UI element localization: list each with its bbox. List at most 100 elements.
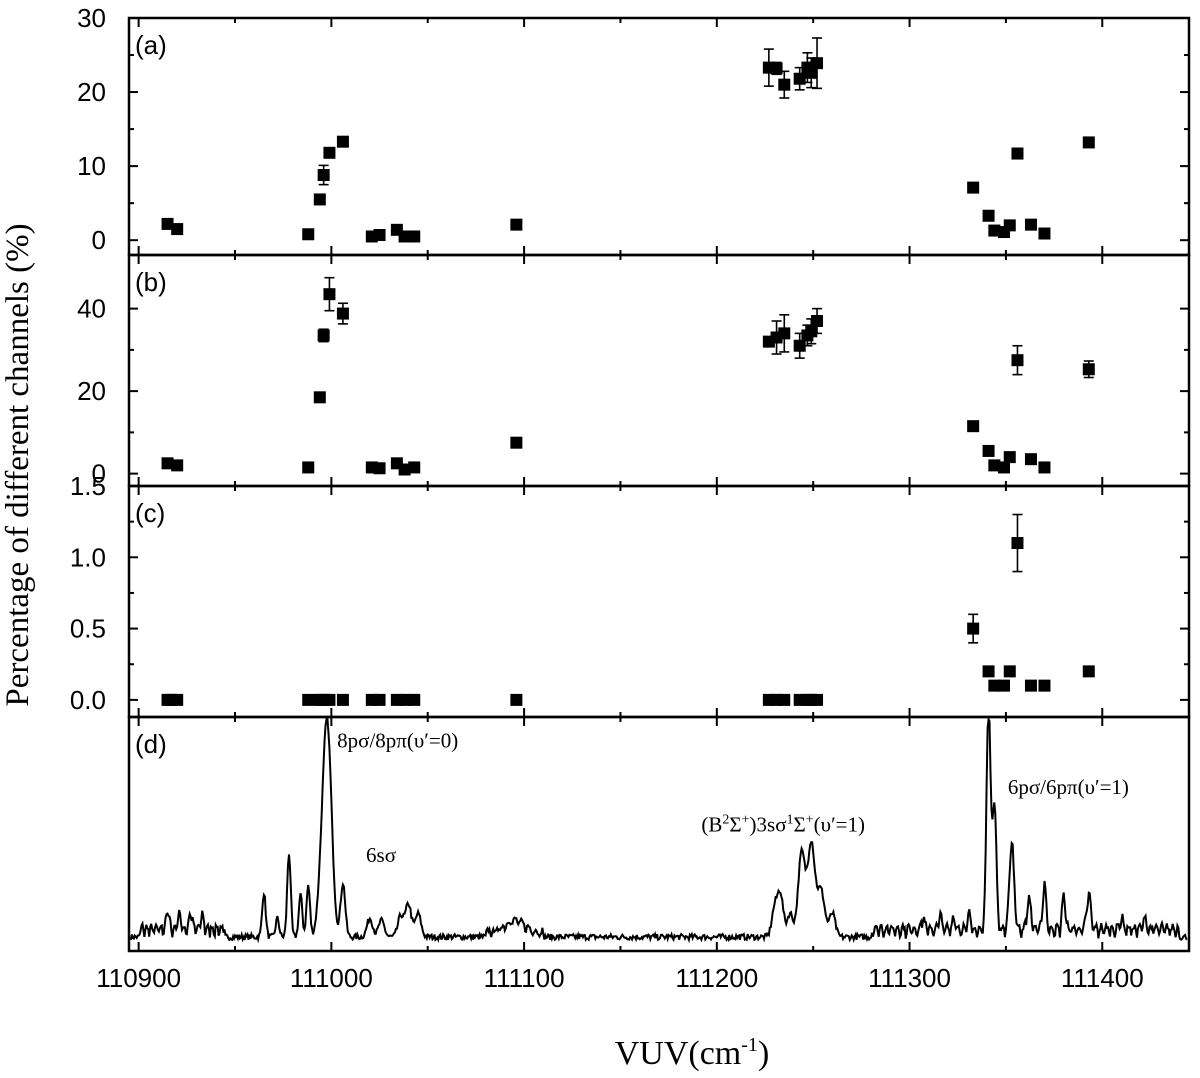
y-tick-label: 20 [77,77,106,107]
data-point [510,693,523,706]
data-point [373,693,386,706]
data-point [811,315,824,327]
data-point [982,444,995,457]
x-tick-label: 110900 [96,963,181,993]
data-point [398,693,411,706]
data-point [778,78,791,91]
data-point [1003,665,1016,678]
y-axis-label: Percentage of different channels (%) [0,223,36,706]
data-point [805,325,818,338]
data-point [1082,363,1095,376]
data-point [778,327,791,340]
x-axis-label-main: VUV(cm [615,1035,742,1072]
annotation-part: )3sσ [750,813,787,837]
data-point [1024,218,1037,231]
spectrum-line [129,715,1188,944]
panel-1: (b) 0 20 40 [77,253,1191,489]
data-point [313,193,326,206]
x-tick-label: 111400 [1061,963,1144,993]
data-point [967,181,980,194]
y-tick-label: 1.0 [70,542,106,572]
spectrum-annotation: 6pσ/6pπ(υ′=1) [1008,775,1129,799]
data-point [988,459,1001,472]
data-point [302,228,315,241]
annotation-part: 1 [787,813,794,828]
data-point [982,209,995,222]
data-point [997,679,1010,692]
data-point [1011,354,1024,367]
data-point [171,693,184,706]
data-point [967,622,980,635]
data-point [762,61,775,74]
x-tick-label: 111200 [675,963,758,993]
data-point [967,420,980,433]
data-point [988,679,1001,692]
annotation-part: (υ′=1) [814,813,865,837]
data-point [1038,679,1051,692]
panel-3: (d) 8pσ/8pπ(υ′=0)6sσ6pσ/6pπ(υ′=1)(B2Σ+)3s… [96,715,1191,993]
data-point [1024,453,1037,466]
data-point [171,459,184,472]
data-point [171,223,184,236]
y-tick-label: 40 [77,294,106,324]
y-tick-label: 0.5 [70,614,106,644]
annotation-part: Σ [729,813,741,837]
y-tick-label: 30 [77,3,106,33]
data-point [1024,679,1037,692]
x-tick-label: 111300 [868,963,951,993]
data-point [408,230,421,243]
data-point [1011,147,1024,160]
data-point [161,217,174,230]
data-point [793,339,806,352]
panel-0: (a) 0 10 20 30 [77,3,1191,257]
data-point [398,230,411,243]
data-point [510,436,523,449]
annotation-part: 2 [722,813,729,828]
data-point [997,461,1010,474]
data-point [778,693,791,706]
spectrum-annotation: 8pσ/8pπ(υ′=0) [337,728,458,752]
data-point [336,693,349,706]
data-point [323,693,336,706]
annotation-part: + [742,813,750,828]
annotation-part: (B [701,813,722,837]
data-point [1003,219,1016,232]
data-point [1011,537,1024,550]
data-point [811,693,824,706]
data-point [510,218,523,231]
data-point [323,288,336,301]
panel-frame [127,253,1191,488]
data-point [988,224,1001,237]
y-tick-label: 0 [92,225,106,255]
data-point [398,463,411,476]
y-tick-label: 0.0 [70,685,106,715]
data-point [1003,451,1016,464]
data-point [313,391,326,404]
data-point [302,693,315,706]
panel-label: (a) [135,30,167,60]
x-axis-label: VUV(cm-1) [615,1034,770,1072]
data-point [336,135,349,148]
panel-label: (b) [135,267,167,297]
data-point [317,329,330,342]
data-point [1082,665,1095,678]
panel-label: (c) [135,498,165,528]
annotation-part: + [806,813,814,828]
data-point [373,229,386,242]
y-tick-label: 0 [92,459,106,489]
panel-frame [127,715,1191,953]
data-point [161,457,174,470]
data-point [1038,227,1051,240]
x-tick-label: 111000 [290,963,373,993]
spectrum-annotation: (B2Σ+)3sσ1Σ+(υ′=1) [701,813,865,837]
data-point [373,462,386,475]
data-point [770,62,783,75]
data-point [408,693,421,706]
y-tick-label: 10 [77,151,106,181]
panels-group: (a) 0 10 20 30 (b) 0 20 40 (c) 0.0 0.5 1.0 1.5 (d) 8pσ/… [70,3,1191,993]
data-point [408,461,421,474]
x-axis-label-end: ) [758,1035,769,1072]
data-point [302,461,315,474]
data-point [811,57,824,70]
